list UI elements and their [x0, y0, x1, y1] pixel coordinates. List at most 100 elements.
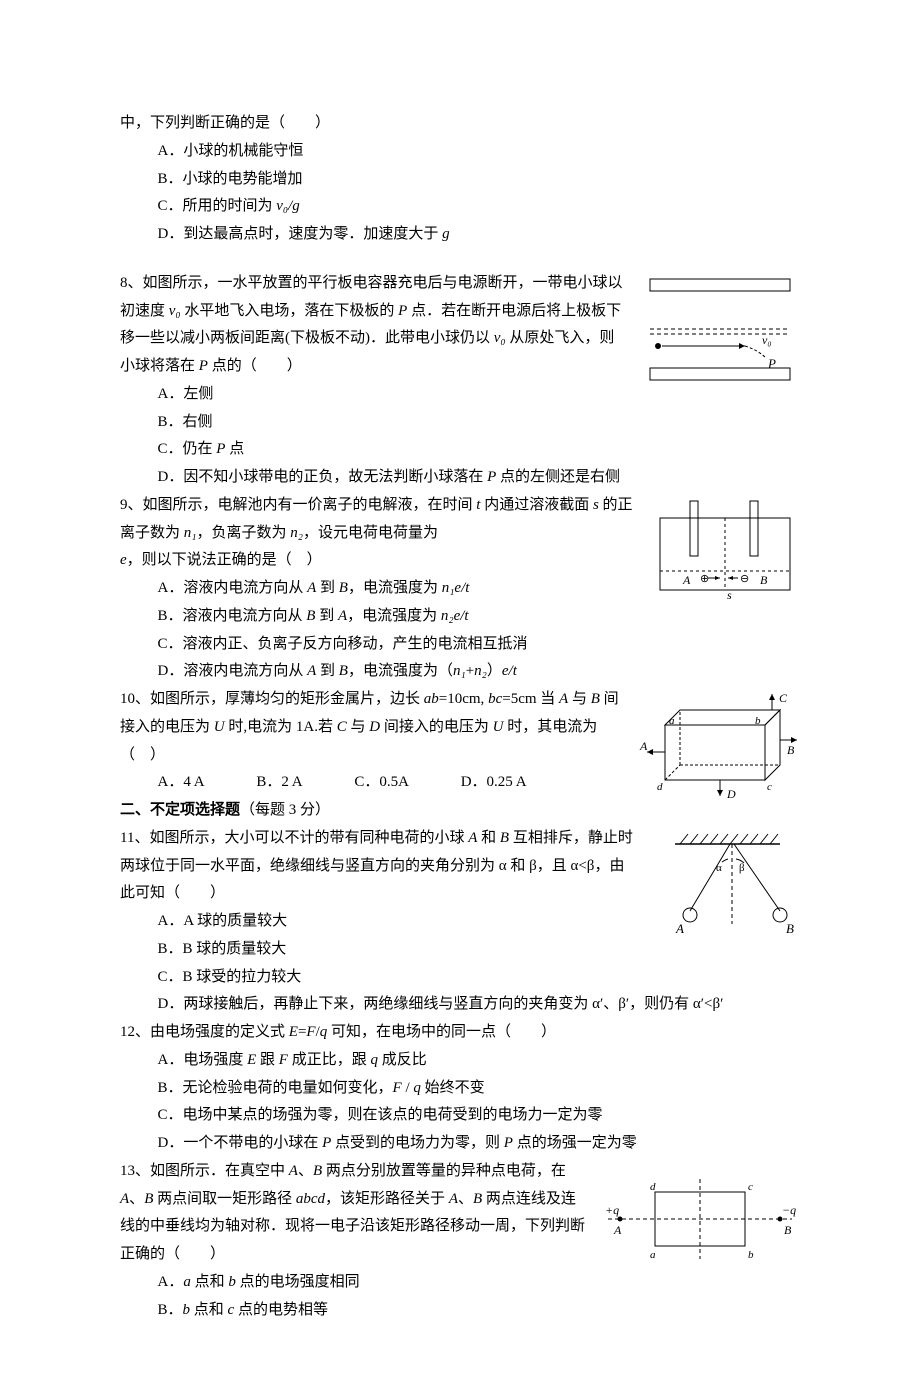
q7-opt-b: B．小球的电势能增加	[158, 166, 801, 194]
q9d4: B	[339, 663, 348, 679]
q12d5: 点的场强一定为零	[513, 1135, 637, 1151]
q12d3: 点受到的电场力为零，则	[331, 1135, 504, 1151]
q13c3: 、	[458, 1191, 473, 1207]
q13b1: B．	[158, 1302, 183, 1318]
q12a1: A．电场强度	[158, 1052, 248, 1068]
q9d7: +	[466, 663, 474, 679]
svg-text:D: D	[726, 787, 736, 801]
sec2-suf: （每题 3 分）	[240, 802, 330, 818]
q7-stem: 中，下列判断正确的是（ ）	[120, 110, 800, 138]
svg-text:B: B	[760, 573, 768, 587]
q12s2: 可知，在电场中的同一点（ ）	[327, 1024, 556, 1040]
q9-opt-c: C．溶液内正、负离子反方向移动，产生的电流相互抵消	[158, 631, 801, 659]
q12s1: 12、由电场强度的定义式	[120, 1024, 289, 1040]
q7-opt-c: C．所用的时间为 v₀/g	[158, 193, 801, 221]
q12a5: 成正比，跟	[288, 1052, 371, 1068]
sec2-title: 不定项选择题	[150, 802, 240, 818]
svg-text:⊖: ⊖	[740, 573, 749, 585]
q12b3: /	[402, 1080, 414, 1096]
q8-p: P	[398, 303, 407, 319]
q9b4: A	[338, 608, 347, 624]
q7-c-expr: v₀/g	[276, 198, 300, 214]
q8-s2: 水平地飞入电场，落在下极板的	[181, 303, 399, 319]
q10-opt-b: B．2 A	[256, 769, 302, 797]
q13B2: B	[144, 1191, 153, 1207]
q9-e: e	[120, 552, 127, 568]
q12-options: A．电场强度 E 跟 F 成正比，跟 q 成反比 B．无论检验电荷的电量如何变化…	[120, 1047, 800, 1158]
svg-text:a: a	[669, 715, 675, 727]
q8-pb: P	[199, 358, 208, 374]
sec2-pre: 二、	[120, 802, 150, 818]
q13A: A	[289, 1163, 298, 1179]
q13B: B	[313, 1163, 322, 1179]
q8-c-post: 点	[225, 441, 244, 457]
q12E: E	[289, 1024, 298, 1040]
q13-figure: +q −q A B d c a b	[600, 1174, 800, 1264]
q13b5: 点的电势相等	[234, 1302, 328, 1318]
q12F: F	[306, 1024, 315, 1040]
q12a3: 跟	[256, 1052, 279, 1068]
q9-opt-d: D．溶液内电流方向从 A 到 B，电流强度为（n₁+n₂）e/t	[158, 658, 801, 686]
q13-opt-b: B．b 点和 c 点的电势相等	[158, 1297, 801, 1325]
q12d2: P	[322, 1135, 331, 1151]
q8-c-pre: C．仍在	[158, 441, 217, 457]
q9a2: A	[307, 580, 316, 596]
q13a2: a	[183, 1274, 191, 1290]
q13b3: 点和	[190, 1302, 228, 1318]
svg-text:A: A	[682, 573, 691, 587]
svg-text:β: β	[739, 862, 745, 874]
q7-options: A．小球的机械能守恒 B．小球的电势能增加 C．所用的时间为 v₀/g D．到达…	[120, 138, 800, 249]
q13s1: 13、如图所示．在真空中	[120, 1163, 289, 1179]
q13A3: A	[449, 1191, 458, 1207]
q12b5: 始终不变	[421, 1080, 485, 1096]
q7-d-pre: D．到达最高点时，速度为零．加速度大于	[158, 226, 443, 242]
q10U2: U	[493, 719, 504, 735]
q8-options: A．左侧 B．右侧 C．仍在 P 点 D．因不知小球带电的正负，故无法判断小球落…	[120, 381, 800, 492]
q12a2: E	[247, 1052, 256, 1068]
q10s8: 间接入的电压为	[380, 719, 493, 735]
q11-opt-b: B．B 球的质量较大	[158, 936, 801, 964]
q13A2: A	[120, 1191, 129, 1207]
q13a4: b	[228, 1274, 236, 1290]
svg-text:d: d	[657, 781, 663, 793]
q12-opt-c: C．电场中某点的场强为零，则在该点的电荷受到的电场力一定为零	[158, 1102, 801, 1130]
q12b2: F	[393, 1080, 402, 1096]
q8-d-pre: D．因不知小球带电的正负，故无法判断小球落在	[158, 469, 488, 485]
q9a5: ，电流强度为	[348, 580, 442, 596]
q12a7: 成反比	[378, 1052, 427, 1068]
svg-text:B: B	[787, 743, 795, 757]
q11-figure: α β A B	[650, 829, 800, 939]
q9-n2: n₂	[290, 525, 303, 541]
q10ab: ab	[424, 691, 439, 707]
q12b1: B．无论检验电荷的电量如何变化，	[158, 1080, 393, 1096]
q12d4: P	[504, 1135, 513, 1151]
q7-c-pre: C．所用的时间为	[158, 198, 277, 214]
q10U: U	[214, 719, 225, 735]
q9-s6: ，则以下说法正确的是（ ）	[127, 552, 322, 568]
svg-text:v₀: v₀	[762, 333, 772, 347]
svg-text:c: c	[767, 781, 772, 793]
q9-s1: 9、如图所示，电解池内有一价离子的电解液，在时间	[120, 497, 476, 513]
svg-text:B: B	[784, 1223, 792, 1237]
q9d5: ，电流强度为（	[348, 663, 453, 679]
q10A: A	[559, 691, 568, 707]
q10-figure: A B C D a b c d	[635, 690, 800, 810]
q9b1: B．溶液内电流方向从	[158, 608, 307, 624]
q9-s5: ，设元电荷电荷量为	[303, 525, 438, 541]
q7-opt-d: D．到达最高点时，速度为零．加速度大于 g	[158, 221, 801, 249]
q10s7: 与	[347, 719, 370, 735]
q9d8: n₂	[474, 663, 487, 679]
q13s2: 两点分别放置等量的异种点电荷，在	[322, 1163, 566, 1179]
q13b2: b	[183, 1302, 191, 1318]
q9d9: ）	[487, 663, 502, 679]
q7-d-expr: g	[442, 226, 450, 242]
q9a1: A．溶液内电流方向从	[158, 580, 308, 596]
svg-text:P: P	[767, 356, 776, 371]
q11A: A	[468, 830, 477, 846]
q9a3: 到	[316, 580, 339, 596]
svg-text:−q: −q	[782, 1203, 796, 1217]
svg-text:A: A	[639, 739, 648, 753]
q9-s2: 内通过溶液截面	[480, 497, 593, 513]
q8-v0b: v₀	[494, 330, 506, 346]
svg-text:α: α	[716, 862, 722, 874]
